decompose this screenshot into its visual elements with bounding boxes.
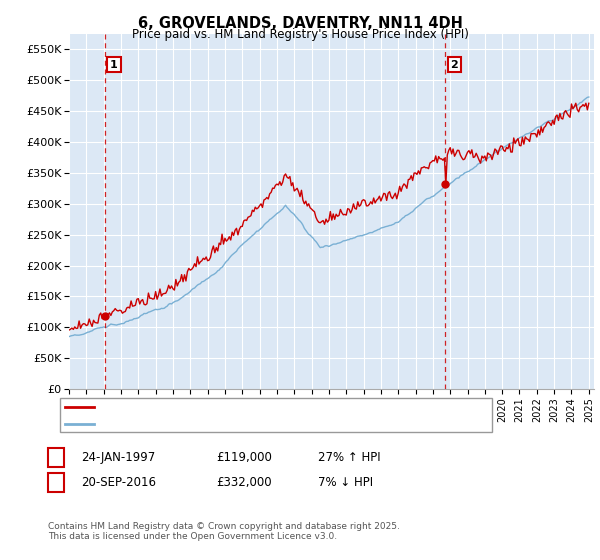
Text: 2: 2	[52, 476, 60, 489]
Text: 2: 2	[451, 59, 458, 69]
Text: £119,000: £119,000	[216, 451, 272, 464]
Text: 24-JAN-1997: 24-JAN-1997	[81, 451, 155, 464]
Text: £332,000: £332,000	[216, 476, 272, 489]
Text: HPI: Average price, detached house, West Northamptonshire: HPI: Average price, detached house, West…	[99, 419, 416, 428]
Text: 6, GROVELANDS, DAVENTRY, NN11 4DH: 6, GROVELANDS, DAVENTRY, NN11 4DH	[137, 16, 463, 31]
Text: 7% ↓ HPI: 7% ↓ HPI	[318, 476, 373, 489]
Text: 1: 1	[110, 59, 118, 69]
Text: 1: 1	[52, 451, 60, 464]
Text: 27% ↑ HPI: 27% ↑ HPI	[318, 451, 380, 464]
Text: 6, GROVELANDS, DAVENTRY, NN11 4DH (detached house): 6, GROVELANDS, DAVENTRY, NN11 4DH (detac…	[99, 402, 402, 412]
Text: 20-SEP-2016: 20-SEP-2016	[81, 476, 156, 489]
Text: Price paid vs. HM Land Registry's House Price Index (HPI): Price paid vs. HM Land Registry's House …	[131, 28, 469, 41]
Text: Contains HM Land Registry data © Crown copyright and database right 2025.
This d: Contains HM Land Registry data © Crown c…	[48, 522, 400, 542]
